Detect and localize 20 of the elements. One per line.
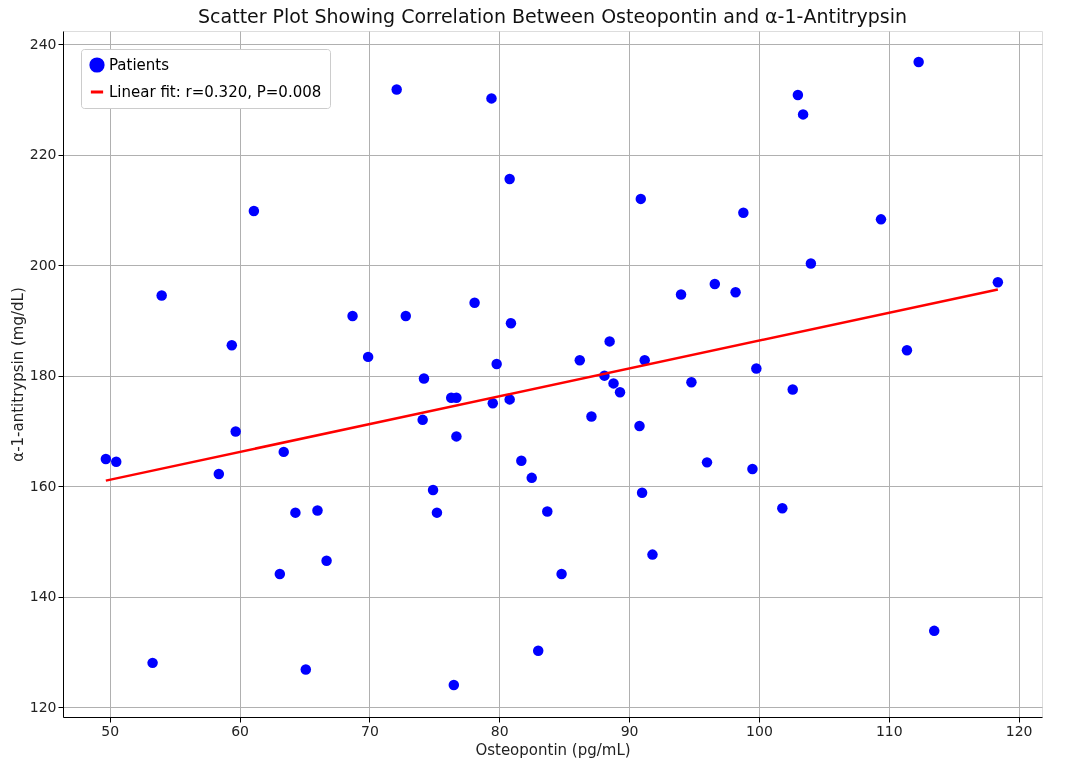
y-tick-label: 220 (29, 146, 57, 163)
legend-label: Patients (109, 56, 170, 74)
y-tick-label: 120 (29, 698, 57, 715)
x-tick-label: 50 (101, 722, 120, 739)
x-tick-label: 70 (361, 722, 379, 739)
y-tick-label: 240 (29, 35, 57, 52)
y-tick-label: 140 (29, 588, 57, 605)
chart-title: Scatter Plot Showing Correlation Between Osteopontin and α-1-Antitrypsin (198, 5, 907, 27)
x-tick-label: 100 (746, 722, 773, 739)
x-tick-label: 80 (490, 722, 509, 739)
y-axis-title: α-1-antitrypsin (mg/dL) (8, 287, 27, 462)
x-axis-title: Osteopontin (pg/mL) (475, 740, 631, 759)
y-tick-label: 160 (29, 477, 57, 494)
x-tick-label: 120 (1005, 722, 1033, 739)
x-tick-label: 60 (231, 722, 249, 739)
y-tick-label: 180 (29, 367, 57, 384)
legend-label: Linear fit: r=0.320, P=0.008 (109, 83, 322, 101)
x-tick-label: 110 (875, 722, 903, 739)
y-tick-label: 200 (29, 256, 57, 273)
x-tick-label: 90 (620, 722, 639, 739)
